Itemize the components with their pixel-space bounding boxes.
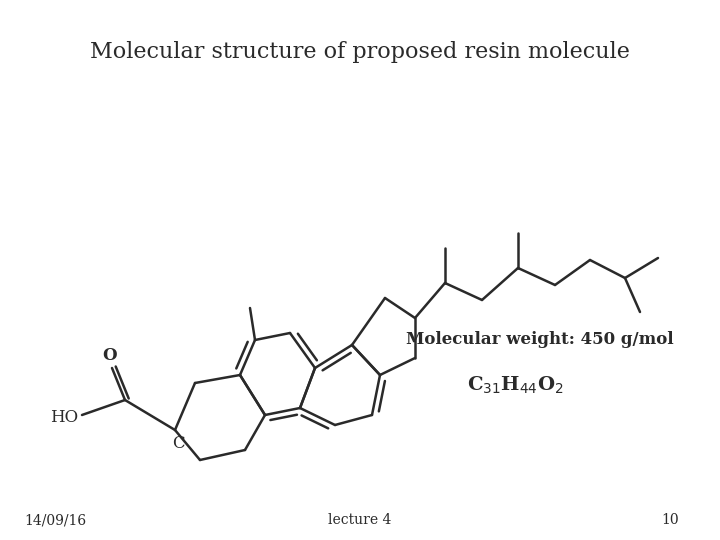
Text: Molecular structure of proposed resin molecule: Molecular structure of proposed resin mo… <box>90 41 630 63</box>
Text: C: C <box>171 435 184 451</box>
Text: O: O <box>103 348 117 364</box>
Text: C$_{31}$H$_{44}$O$_{2}$: C$_{31}$H$_{44}$O$_{2}$ <box>467 374 563 396</box>
Text: HO: HO <box>50 408 78 426</box>
Text: 14/09/16: 14/09/16 <box>24 513 86 527</box>
Text: Molecular weight: 450 g/mol: Molecular weight: 450 g/mol <box>406 332 674 348</box>
Text: 10: 10 <box>661 513 679 527</box>
Text: lecture 4: lecture 4 <box>328 513 392 527</box>
